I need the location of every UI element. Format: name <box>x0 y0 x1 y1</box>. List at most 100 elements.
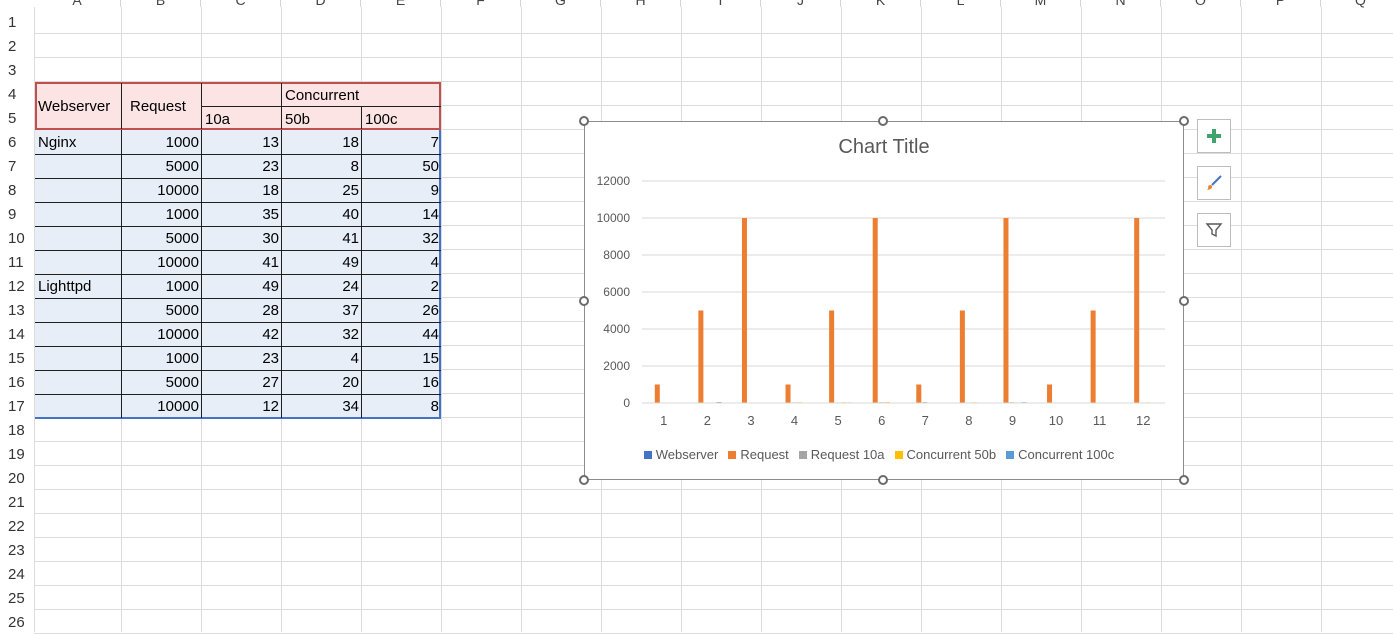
cell-request[interactable]: 1000 <box>121 131 201 154</box>
resize-handle-bl[interactable] <box>579 475 589 485</box>
column-header-q[interactable]: Q <box>1321 0 1393 7</box>
row-header-7[interactable]: 7 <box>0 154 34 178</box>
column-header-d[interactable]: D <box>281 0 361 7</box>
cell-server[interactable] <box>35 203 121 226</box>
row-header-9[interactable]: 9 <box>0 202 34 226</box>
resize-handle-ml[interactable] <box>579 296 589 306</box>
cell-c100c[interactable]: 2 <box>361 275 441 298</box>
cell-server[interactable] <box>35 347 121 370</box>
cell-c50b[interactable]: 40 <box>281 203 361 226</box>
column-header-f[interactable]: F <box>441 0 521 7</box>
cell-request[interactable]: 1000 <box>121 347 201 370</box>
legend-item[interactable]: Request 10a <box>799 447 885 462</box>
row-header-12[interactable]: 12 <box>0 274 34 298</box>
cell-c100c[interactable]: 32 <box>361 227 441 250</box>
cell-c50b[interactable]: 8 <box>281 155 361 178</box>
bar-request[interactable] <box>655 385 660 404</box>
cell-c10a[interactable]: 23 <box>201 347 281 370</box>
cell-request[interactable]: 1000 <box>121 275 201 298</box>
cell-request[interactable]: 10000 <box>121 323 201 346</box>
bar-request[interactable] <box>742 218 747 403</box>
column-header-a[interactable]: A <box>34 0 121 7</box>
bar-request[interactable] <box>829 311 834 404</box>
cell-server[interactable] <box>35 155 121 178</box>
bar-request[interactable] <box>786 385 791 404</box>
cell-server[interactable] <box>35 299 121 322</box>
cell-c10a[interactable]: 42 <box>201 323 281 346</box>
column-header-j[interactable]: J <box>761 0 841 7</box>
row-header-2[interactable]: 2 <box>0 34 34 58</box>
header-50b[interactable]: 50b <box>282 108 360 130</box>
column-header-n[interactable]: N <box>1081 0 1161 7</box>
cell-server[interactable] <box>35 323 121 346</box>
row-header-25[interactable]: 25 <box>0 586 34 610</box>
cell-c10a[interactable]: 28 <box>201 299 281 322</box>
cell-c100c[interactable]: 9 <box>361 179 441 202</box>
cell-c10a[interactable]: 23 <box>201 155 281 178</box>
cell-c10a[interactable]: 27 <box>201 371 281 394</box>
bar-request[interactable] <box>1003 218 1008 403</box>
cell-server[interactable] <box>35 179 121 202</box>
cell-c10a[interactable]: 30 <box>201 227 281 250</box>
row-header-16[interactable]: 16 <box>0 370 34 394</box>
row-header-8[interactable]: 8 <box>0 178 34 202</box>
row-header-3[interactable]: 3 <box>0 58 34 82</box>
cell-c50b[interactable]: 37 <box>281 299 361 322</box>
header-concurrent[interactable]: Concurrent <box>282 84 402 106</box>
cell-c10a[interactable]: 13 <box>201 131 281 154</box>
cell-request[interactable]: 5000 <box>121 155 201 178</box>
cell-server[interactable] <box>35 371 121 394</box>
cell-c50b[interactable]: 49 <box>281 251 361 274</box>
cell-c50b[interactable]: 20 <box>281 371 361 394</box>
bar-request[interactable] <box>873 218 878 403</box>
cell-c10a[interactable]: 12 <box>201 395 281 418</box>
column-header-k[interactable]: K <box>841 0 921 7</box>
row-header-26[interactable]: 26 <box>0 610 34 634</box>
cell-c50b[interactable]: 41 <box>281 227 361 250</box>
bar-request[interactable] <box>1047 385 1052 404</box>
cell-c100c[interactable]: 8 <box>361 395 441 418</box>
legend-item[interactable]: Concurrent 50b <box>895 447 997 462</box>
chart-elements-button[interactable] <box>1197 119 1231 153</box>
header-100c[interactable]: 100c <box>362 108 440 130</box>
resize-handle-tm[interactable] <box>878 116 888 126</box>
column-header-e[interactable]: E <box>361 0 441 7</box>
resize-handle-mr[interactable] <box>1179 296 1189 306</box>
legend-item[interactable]: Concurrent 100c <box>1006 447 1114 462</box>
row-header-24[interactable]: 24 <box>0 562 34 586</box>
cell-c100c[interactable]: 7 <box>361 131 441 154</box>
chart-styles-button[interactable] <box>1197 166 1231 200</box>
cell-c100c[interactable]: 16 <box>361 371 441 394</box>
row-header-11[interactable]: 11 <box>0 250 34 274</box>
cell-c50b[interactable]: 32 <box>281 323 361 346</box>
row-header-22[interactable]: 22 <box>0 514 34 538</box>
bar-request[interactable] <box>960 311 965 404</box>
cell-c10a[interactable]: 35 <box>201 203 281 226</box>
cell-c100c[interactable]: 4 <box>361 251 441 274</box>
bar-request[interactable] <box>1134 218 1139 403</box>
cell-server[interactable]: Nginx <box>35 131 121 154</box>
row-header-13[interactable]: 13 <box>0 298 34 322</box>
cell-request[interactable]: 5000 <box>121 299 201 322</box>
row-header-5[interactable]: 5 <box>0 106 34 130</box>
row-header-18[interactable]: 18 <box>0 418 34 442</box>
cell-c10a[interactable]: 41 <box>201 251 281 274</box>
row-header-1[interactable]: 1 <box>0 10 34 34</box>
row-header-23[interactable]: 23 <box>0 538 34 562</box>
cell-c100c[interactable]: 15 <box>361 347 441 370</box>
row-header-15[interactable]: 15 <box>0 346 34 370</box>
cell-request[interactable]: 1000 <box>121 203 201 226</box>
resize-handle-br[interactable] <box>1179 475 1189 485</box>
cell-c10a[interactable]: 49 <box>201 275 281 298</box>
row-header-20[interactable]: 20 <box>0 466 34 490</box>
legend-item[interactable]: Request <box>728 447 788 462</box>
row-header-19[interactable]: 19 <box>0 442 34 466</box>
cell-c100c[interactable]: 50 <box>361 155 441 178</box>
chart-filters-button[interactable] <box>1197 213 1231 247</box>
header-10a[interactable]: 10a <box>202 108 280 130</box>
resize-handle-bm[interactable] <box>878 475 888 485</box>
cell-server[interactable] <box>35 395 121 418</box>
cell-server[interactable] <box>35 227 121 250</box>
